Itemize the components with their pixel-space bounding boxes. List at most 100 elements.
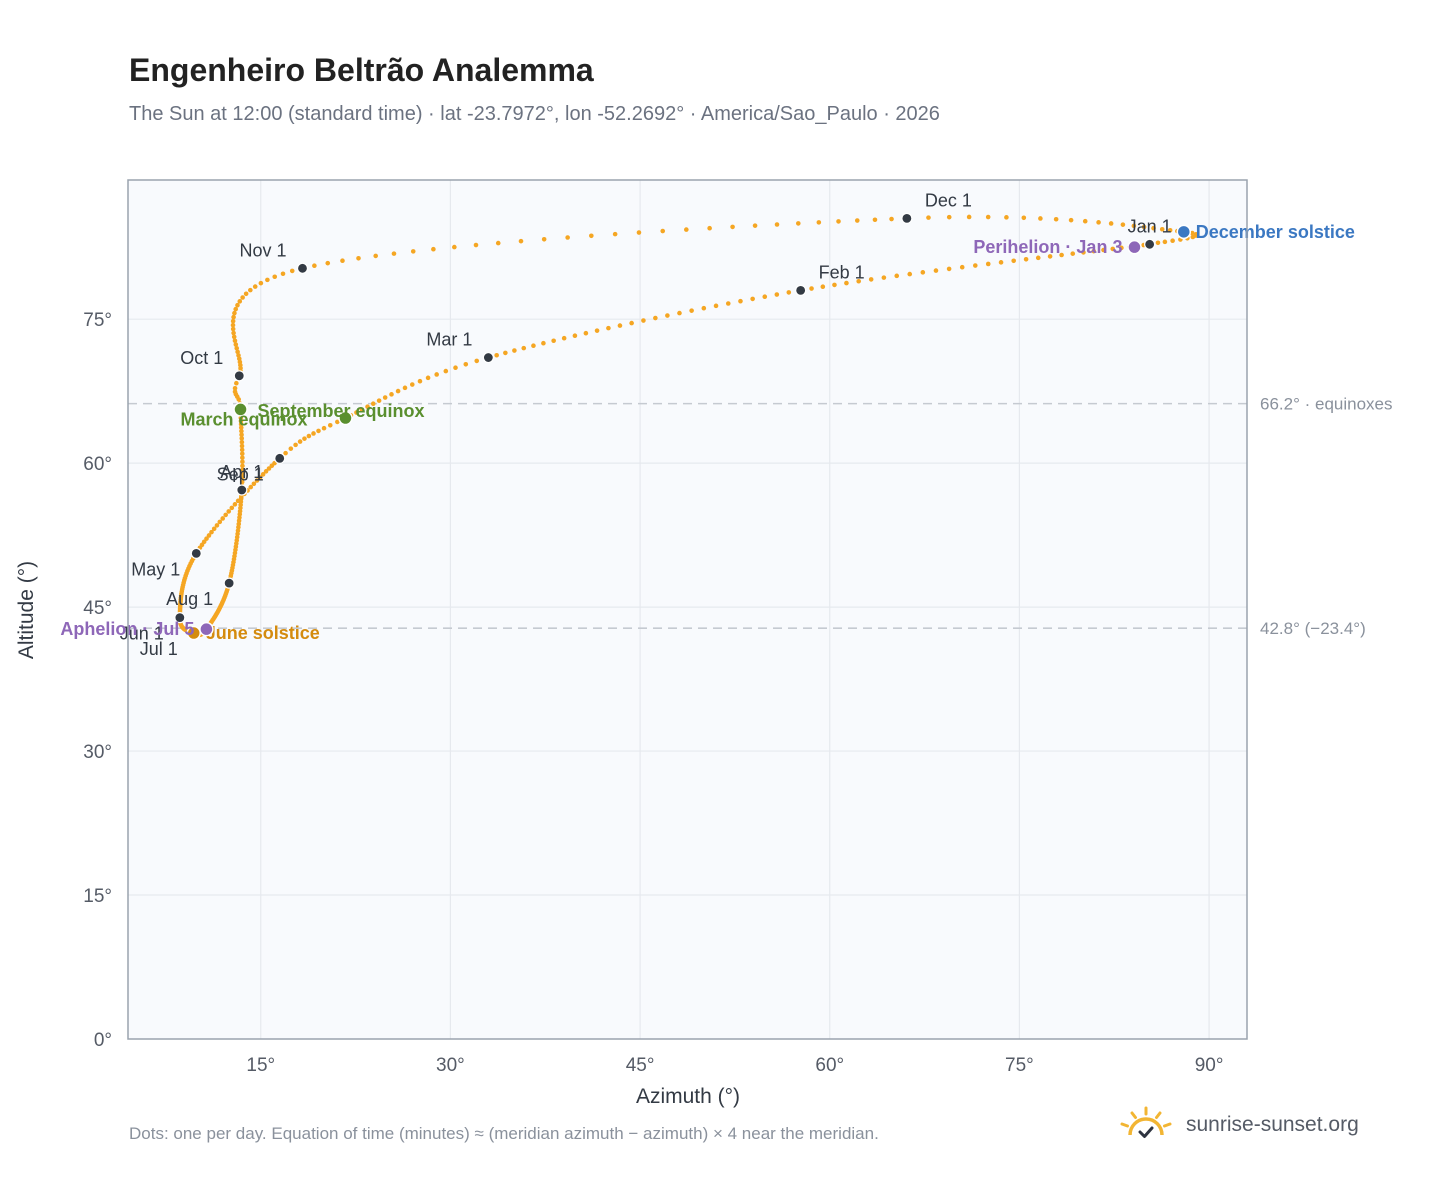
daily-dot (230, 322, 236, 328)
daily-dot (1189, 230, 1195, 236)
daily-dot (254, 478, 260, 483)
daily-dot (1170, 238, 1175, 244)
daily-dot (376, 398, 382, 403)
month-marker (901, 212, 913, 224)
daily-dot (389, 392, 394, 397)
month-label: Sep 1 (217, 464, 264, 484)
daily-dot (410, 249, 416, 254)
daily-dot (725, 301, 731, 306)
daily-dot (1155, 240, 1161, 246)
daily-dot (730, 224, 735, 230)
daily-dot (636, 230, 642, 235)
daily-dot (311, 431, 316, 436)
daily-dot (252, 284, 258, 289)
daily-dot (239, 451, 245, 457)
daily-dot (229, 505, 235, 511)
daily-dot (653, 315, 658, 321)
x-tick-label: 30° (436, 1055, 465, 1076)
month-marker (1144, 238, 1156, 250)
daily-dot (1021, 215, 1027, 221)
event-marker (338, 410, 353, 426)
daily-dot (289, 268, 295, 274)
daily-dot (206, 533, 212, 538)
daily-dot (561, 335, 567, 341)
daily-dot (1082, 218, 1088, 224)
event-label: Perihelion · Jan 3 (973, 237, 1122, 257)
daily-dot (959, 264, 965, 270)
month-label: Jun 1 (120, 624, 164, 644)
daily-dot (832, 282, 837, 288)
daily-dot (382, 395, 388, 400)
daily-dot (232, 502, 238, 507)
x-axis-title: Azimuth (°) (636, 1085, 740, 1108)
daily-dot (1023, 256, 1029, 262)
daily-dot (1141, 224, 1147, 230)
daily-dot (762, 294, 768, 300)
x-tick-label: 75° (1005, 1055, 1034, 1076)
daily-dot (933, 268, 939, 273)
daily-dot (453, 365, 458, 370)
month-marker (223, 577, 235, 589)
daily-dot (809, 286, 814, 291)
month-label: May 1 (131, 559, 180, 579)
daily-dot (541, 340, 546, 346)
y-tick-label: 45° (83, 598, 112, 619)
event-marker (233, 402, 248, 417)
daily-dot (312, 263, 317, 269)
daily-dot (1035, 255, 1041, 261)
reference-line-label: 42.8° (−23.4°) (1260, 619, 1366, 638)
x-tick-label: 45° (626, 1055, 655, 1076)
month-marker (190, 547, 202, 559)
daily-dot (689, 308, 694, 313)
daily-dot (217, 519, 223, 525)
daily-dot (395, 388, 401, 394)
daily-dot (239, 443, 245, 449)
plot-area (128, 180, 1247, 1039)
footnote: Dots: one per day. Equation of time (min… (129, 1124, 879, 1143)
daily-dot (660, 228, 666, 234)
daily-dot (238, 425, 244, 430)
daily-dot (365, 404, 370, 410)
daily-dot (240, 463, 245, 469)
daily-dot (894, 273, 900, 279)
daily-dot (257, 475, 263, 480)
daily-dot (856, 278, 861, 284)
daily-dot (325, 260, 331, 266)
daily-dot (370, 401, 376, 407)
sun-logo-icon (1120, 1106, 1172, 1138)
daily-dot (503, 350, 508, 356)
daily-dot (1120, 222, 1126, 227)
daily-dot (240, 459, 245, 465)
daily-dot (774, 292, 780, 297)
daily-dot (1108, 221, 1114, 226)
daily-dot (302, 436, 307, 441)
daily-dot (701, 305, 707, 311)
daily-dot (907, 271, 913, 277)
x-tick-label: 60° (815, 1055, 844, 1076)
daily-dot (795, 221, 801, 226)
daily-dot (1167, 227, 1173, 233)
daily-dot (321, 425, 327, 431)
daily-dot (1047, 254, 1053, 259)
daily-dot (443, 368, 449, 374)
daily-dot (233, 342, 239, 347)
daily-dot (293, 442, 298, 448)
daily-dot (774, 222, 780, 227)
daily-dot (231, 314, 236, 320)
daily-dot (463, 362, 469, 367)
daily-dot (402, 385, 408, 391)
daily-dot (494, 352, 499, 358)
daily-dot (431, 246, 436, 252)
y-tick-label: 15° (83, 886, 112, 907)
daily-dot (231, 330, 236, 336)
y-tick-label: 0° (94, 1030, 112, 1051)
daily-dot (306, 433, 312, 439)
axes: 15° 30° 45° 60° 75° 90° 0° 15° 30° 45° 60° 75° (83, 310, 1223, 1076)
brand-link[interactable]: sunrise-sunset.org (1118, 1100, 1359, 1150)
daily-dot (425, 375, 431, 381)
month-marker (795, 284, 807, 296)
daily-dot (521, 345, 527, 351)
month-label: Jul 1 (140, 639, 178, 659)
daily-dot (1011, 258, 1016, 264)
daily-dot (265, 277, 270, 283)
